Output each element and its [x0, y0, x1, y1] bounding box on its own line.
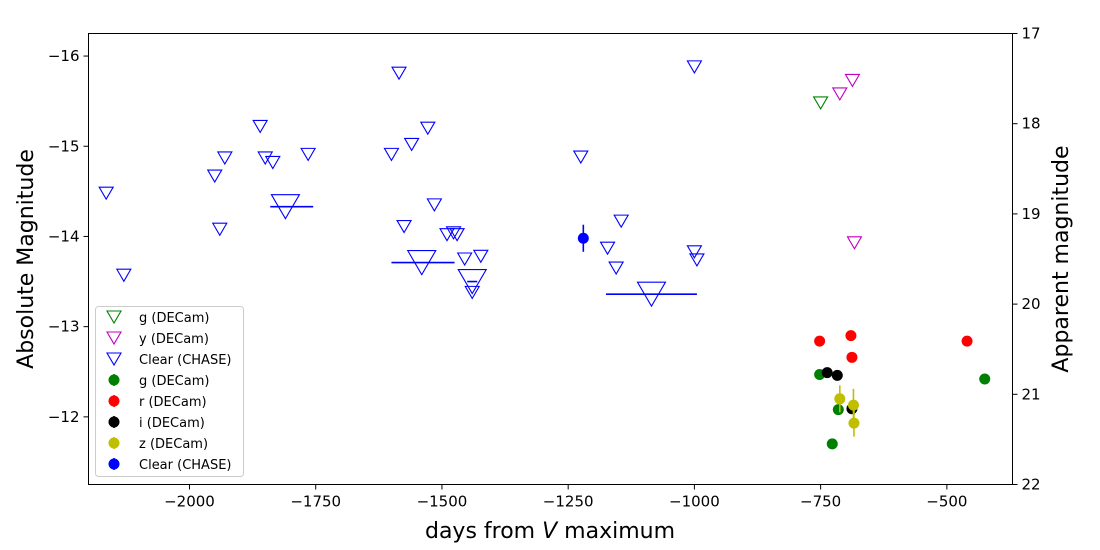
legend-marker [108, 458, 120, 470]
y-axis-title-right: Apparent magnitude [1049, 145, 1074, 372]
legend-marker [106, 310, 122, 325]
y-axis-right: 17 18 19 20 21 22 [1012, 25, 1041, 494]
detection-point [961, 335, 973, 347]
y-right-tick-label: 21 [1022, 385, 1041, 403]
detection-point [831, 369, 843, 381]
upper-limit-marker [686, 245, 703, 259]
legend-box [95, 306, 244, 477]
upper-limit-marker [472, 249, 489, 264]
y-tick-label: −13 [48, 318, 80, 336]
y-right-tick-label: 22 [1022, 476, 1041, 494]
x-tick-label: −750 [800, 493, 841, 511]
legend-label: r (DECam) [139, 395, 207, 410]
upper-limit-marker [403, 137, 420, 152]
legend-marker [108, 395, 120, 407]
x-axis: −2000 −1750 −1500 −1250 −1000 −750 −500 [164, 484, 967, 511]
upper-limit-marker [252, 119, 269, 134]
binned-limit-marker [457, 268, 488, 295]
legend-marker [108, 374, 120, 386]
data-marks [98, 60, 991, 450]
y-right-tick-label: 19 [1022, 205, 1041, 223]
upper-limit-marker [812, 96, 829, 111]
upper-limit-marker [686, 60, 703, 74]
legend-marker [108, 416, 120, 428]
binned-limit-marker [270, 194, 301, 220]
legend-label: z (DECam) [139, 437, 208, 452]
upper-limit-marker [688, 253, 705, 267]
legend: g (DECam) y (DECam) Clear (CHASE) g (DECam)… [95, 306, 244, 477]
y-axis-title-left: Absolute Magnitude [14, 149, 39, 369]
detection-point [832, 404, 844, 416]
y-tick-label: −12 [48, 408, 80, 426]
upper-limit-marker [419, 121, 436, 136]
detection-point [979, 373, 991, 385]
upper-limit-marker [608, 261, 625, 276]
legend-label: Clear (CHASE) [139, 353, 232, 368]
upper-limit-marker [206, 169, 223, 184]
y-tick-label: −15 [48, 137, 80, 155]
detection-point [846, 351, 858, 363]
x-tick-label: −2000 [164, 493, 215, 511]
detection-point [847, 399, 859, 411]
upper-limit-marker [572, 150, 589, 165]
upper-limit-marker [456, 252, 473, 267]
legend-marker [108, 437, 120, 449]
detection-point [834, 393, 846, 405]
upper-limit-marker [264, 155, 281, 170]
upper-limit-marker [211, 222, 228, 237]
detection-point [845, 330, 857, 342]
x-tick-label: −1500 [417, 493, 468, 511]
upper-limit-marker [396, 219, 413, 234]
detection-point [826, 438, 838, 450]
upper-limit-marker [257, 151, 274, 166]
upper-limit-marker [844, 73, 861, 88]
x-tick-label: −1250 [543, 493, 594, 511]
x-tick-label: −1750 [290, 493, 341, 511]
legend-label: y (DECam) [139, 332, 209, 347]
y-right-tick-label: 17 [1022, 25, 1041, 43]
upper-limit-marker [391, 66, 407, 81]
y-right-tick-label: 18 [1022, 115, 1041, 133]
detection-point [814, 335, 826, 347]
upper-limit-marker [115, 268, 132, 283]
y-right-tick-label: 20 [1022, 295, 1041, 313]
detection-point [848, 417, 860, 429]
upper-limit-marker [445, 226, 462, 240]
detection-point [821, 367, 833, 379]
upper-limit-marker [599, 241, 616, 256]
upper-limit-marker [426, 198, 443, 212]
binned-limit-marker [636, 281, 667, 308]
upper-limit-marker [439, 228, 455, 242]
y-tick-label: −14 [48, 227, 80, 245]
upper-limit-marker [216, 151, 233, 166]
upper-limit-marker [98, 186, 115, 201]
upper-limit-marker [464, 285, 481, 300]
upper-limit-marker [846, 236, 863, 250]
legend-label: g (DECam) [139, 311, 209, 326]
detection-point [577, 232, 589, 244]
upper-limit-marker [449, 228, 466, 242]
x-tick-label: −1000 [669, 493, 720, 511]
legend-label: g (DECam) [139, 374, 209, 389]
upper-limit-marker [831, 87, 848, 102]
y-tick-label: −16 [48, 47, 80, 65]
legend-marker [106, 352, 122, 367]
plot-frame [88, 33, 1013, 485]
upper-limit-marker [613, 214, 630, 229]
upper-limit-marker [300, 147, 317, 162]
legend-label: i (DECam) [139, 416, 205, 431]
x-tick-label: −500 [926, 493, 967, 511]
x-axis-title: days from V maximum [425, 519, 675, 544]
y-axis-left: −16 −15 −14 −13 −12 [48, 47, 89, 426]
legend-marker [106, 331, 122, 346]
legend-label: Clear (CHASE) [139, 458, 232, 473]
upper-limit-marker [383, 147, 400, 162]
binned-limit-marker [406, 250, 437, 276]
